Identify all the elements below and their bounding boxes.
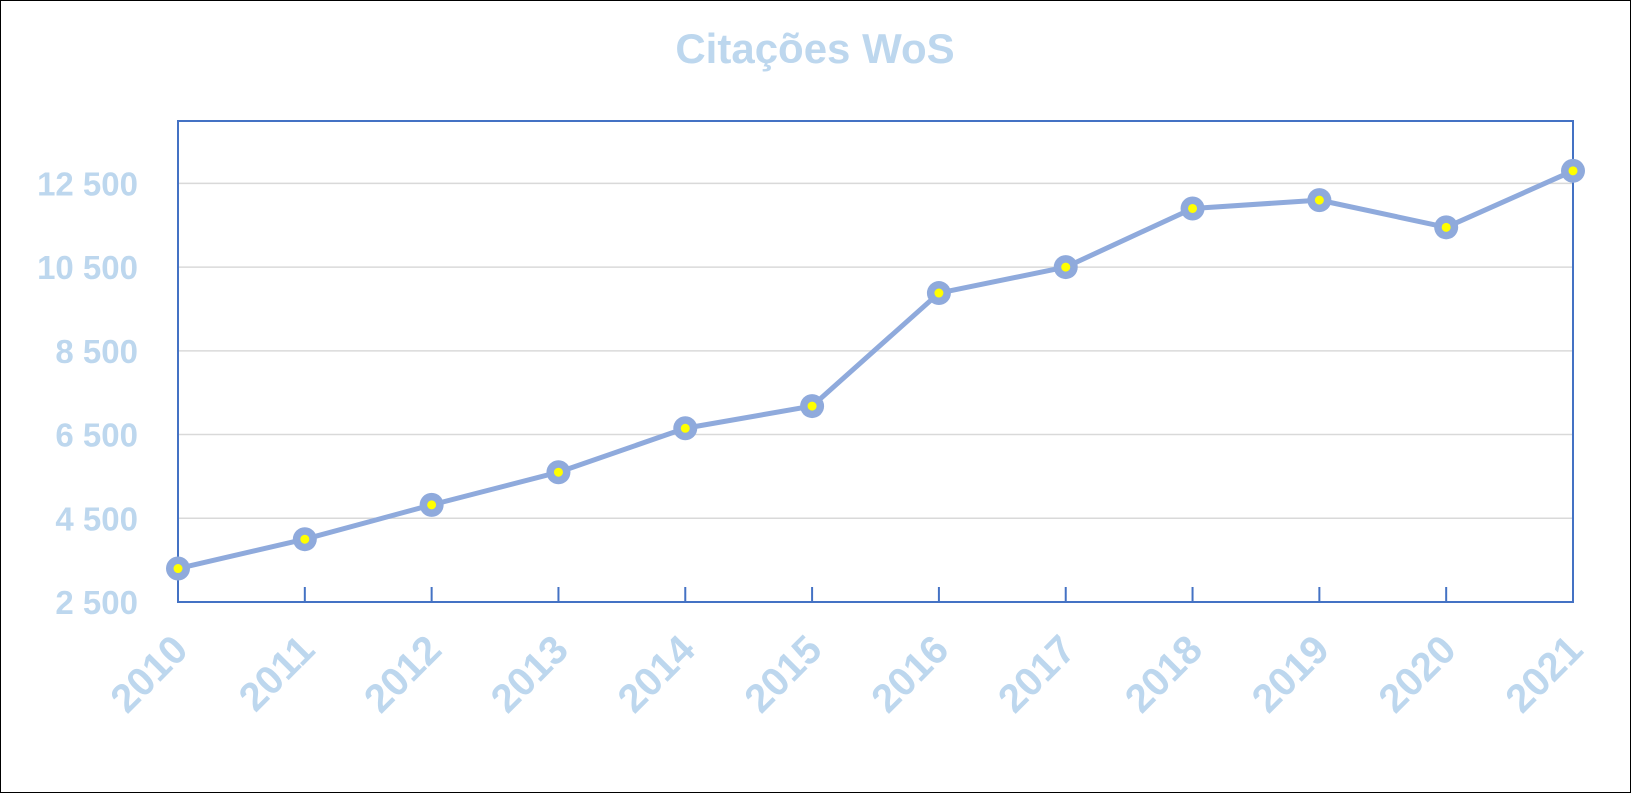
- x-tick-label-2020: 2020: [1371, 627, 1465, 721]
- data-point-center-2018: [1188, 203, 1198, 213]
- data-points: [166, 158, 1585, 581]
- y-tick-label-0: 2 500: [55, 584, 138, 621]
- x-tick-label-2010: 2010: [102, 627, 196, 721]
- x-axis-tick-labels: 2010 2011 2012 2013 2014 2015 2016 2017 2018 2019…: [102, 627, 1591, 722]
- plot-area-border: [177, 120, 1574, 603]
- x-tick-label-2017: 2017: [990, 627, 1084, 721]
- y-axis-tick-labels: 2 500 4 500 6 500 8 500 10 500 12 500: [37, 165, 138, 621]
- x-tick-label-2018: 2018: [1117, 627, 1211, 721]
- data-point-center-2012: [427, 500, 437, 510]
- y-tick-label-3: 8 500: [55, 333, 138, 370]
- series-line-0: [177, 168, 1575, 571]
- y-tick-label-5: 12 500: [37, 165, 138, 202]
- data-point-center-2015: [807, 401, 817, 411]
- x-tick-label-2021: 2021: [1497, 627, 1591, 721]
- series-line: [177, 168, 1575, 571]
- y-tick-label-1: 4 500: [55, 500, 138, 537]
- y-tick-label-4: 10 500: [37, 249, 138, 286]
- plot-border: [177, 120, 1574, 603]
- data-point-center-2016: [934, 288, 944, 298]
- data-point-center-2011: [300, 534, 310, 544]
- chart-title: Citações WoS: [675, 25, 954, 72]
- x-tick-label-2014: 2014: [610, 627, 705, 722]
- gridlines: [178, 182, 1573, 520]
- data-point-center-2010: [173, 564, 183, 574]
- x-tick-label-2019: 2019: [1244, 627, 1338, 721]
- data-point-center-2017: [1061, 262, 1071, 272]
- data-point-center-2014: [680, 423, 690, 433]
- x-tick-label-2015: 2015: [736, 627, 830, 721]
- data-point-center-2021: [1568, 166, 1578, 176]
- x-tick-label-2011: 2011: [231, 627, 323, 719]
- x-tick-label-2016: 2016: [863, 627, 957, 721]
- data-point-center-2013: [553, 467, 563, 477]
- data-point-center-2019: [1314, 195, 1324, 205]
- data-point-center-2020: [1441, 222, 1451, 232]
- x-tick-label-2013: 2013: [483, 627, 577, 721]
- x-tick-label-2012: 2012: [356, 627, 450, 721]
- y-tick-label-2: 6 500: [55, 417, 138, 454]
